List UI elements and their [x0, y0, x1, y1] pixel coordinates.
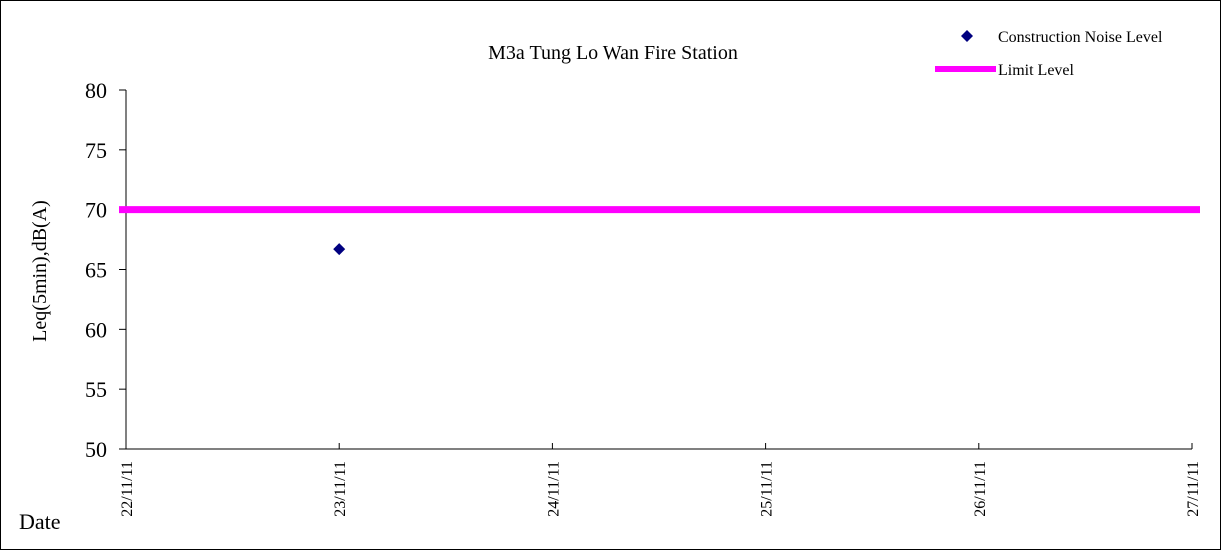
x-tick-label: 22/11/11	[119, 461, 136, 517]
axes	[125, 90, 1192, 450]
legend: Construction Noise Level Limit Level	[935, 29, 1163, 79]
x-tick-label: 27/11/11	[1185, 461, 1202, 517]
y-tick-label: 60	[85, 317, 107, 342]
x-tick-label: 25/11/11	[759, 461, 776, 517]
x-tick-label: 24/11/11	[545, 461, 562, 517]
x-axis-label: Date	[19, 509, 61, 534]
y-ticks: 80 75 70 65 60 55 50	[85, 78, 126, 462]
y-tick-label: 65	[85, 258, 107, 283]
legend-diamond-swatch	[961, 30, 973, 42]
y-tick-label: 80	[85, 78, 107, 103]
y-tick-label: 55	[85, 377, 107, 402]
y-tick-label: 50	[85, 437, 107, 462]
y-axis-label: Leq(5min),dB(A)	[29, 200, 51, 342]
x-ticks: 22/11/11 23/11/11 24/11/11 25/11/11 26/11/11…	[119, 443, 1202, 517]
y-tick-label: 70	[85, 198, 107, 223]
noise-level-point	[333, 243, 346, 256]
x-tick-label: 26/11/11	[972, 461, 989, 517]
legend-label: Limit Level	[998, 62, 1075, 79]
series-group	[119, 206, 1200, 256]
x-tick-label: 23/11/11	[332, 461, 349, 517]
chart-title: M3a Tung Lo Wan Fire Station	[488, 42, 738, 64]
legend-label: Construction Noise Level	[998, 29, 1163, 46]
y-tick-label: 75	[85, 138, 107, 163]
